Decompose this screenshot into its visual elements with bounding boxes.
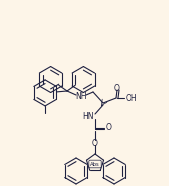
Text: O: O [106,124,112,132]
Text: O: O [92,139,98,147]
Text: HN: HN [82,111,94,121]
Text: NH: NH [75,92,87,100]
Text: OH: OH [126,94,138,102]
Text: Abs: Abs [90,161,100,166]
Text: O: O [114,84,120,92]
